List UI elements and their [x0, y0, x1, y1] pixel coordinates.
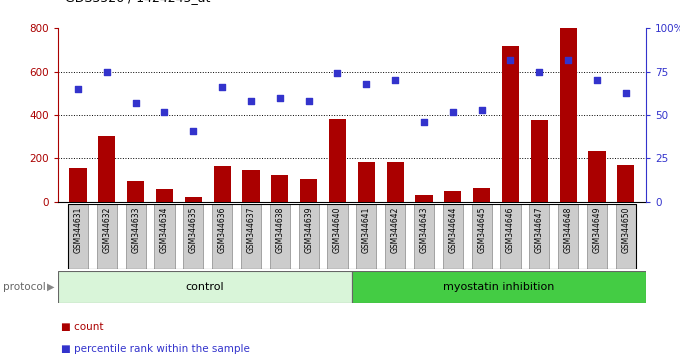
Point	[303, 98, 314, 104]
Text: control: control	[186, 282, 224, 292]
Point	[620, 90, 631, 95]
Text: ▶: ▶	[47, 282, 54, 292]
Point	[563, 57, 574, 62]
Bar	[473, 188, 490, 202]
Bar	[300, 179, 318, 202]
Text: GSM344648: GSM344648	[564, 207, 573, 253]
Bar	[560, 28, 577, 202]
Bar	[156, 189, 173, 202]
Bar	[97, 204, 117, 269]
Bar	[443, 204, 463, 269]
Text: GSM344639: GSM344639	[304, 207, 313, 253]
Bar	[183, 204, 203, 269]
Text: GSM344638: GSM344638	[275, 207, 284, 253]
Bar	[329, 119, 346, 202]
Point	[130, 100, 141, 106]
Text: GSM344636: GSM344636	[218, 207, 226, 253]
Point	[476, 107, 487, 113]
Bar	[271, 175, 288, 202]
Bar	[270, 204, 290, 269]
Bar	[385, 204, 405, 269]
Text: GSM344650: GSM344650	[622, 207, 630, 253]
Bar	[588, 151, 606, 202]
Bar	[241, 204, 261, 269]
Point	[592, 78, 602, 83]
Point	[73, 86, 84, 92]
Bar	[352, 271, 646, 303]
Point	[390, 78, 401, 83]
Text: GSM344642: GSM344642	[390, 207, 400, 253]
Text: GSM344631: GSM344631	[73, 207, 82, 253]
Bar	[98, 136, 116, 202]
Bar	[214, 166, 231, 202]
Bar	[414, 204, 434, 269]
Bar	[471, 204, 492, 269]
Bar	[500, 204, 521, 269]
Text: GSM344634: GSM344634	[160, 207, 169, 253]
Bar	[242, 170, 260, 202]
Bar	[126, 204, 146, 269]
Text: GSM344635: GSM344635	[189, 207, 198, 253]
Point	[361, 81, 372, 87]
Bar	[58, 271, 352, 303]
Point	[217, 85, 228, 90]
Point	[274, 95, 285, 101]
Bar	[327, 204, 347, 269]
Text: GSM344640: GSM344640	[333, 207, 342, 253]
Point	[101, 69, 112, 75]
Text: myostatin inhibition: myostatin inhibition	[443, 282, 555, 292]
Text: GSM344645: GSM344645	[477, 207, 486, 253]
Point	[245, 98, 256, 104]
Point	[159, 109, 170, 114]
Bar	[530, 120, 548, 202]
Bar	[358, 162, 375, 202]
Bar	[69, 168, 86, 202]
Bar	[587, 204, 607, 269]
Point	[419, 119, 430, 125]
Bar	[356, 204, 377, 269]
Text: GSM344637: GSM344637	[246, 207, 256, 253]
Bar	[529, 204, 549, 269]
Text: GSM344649: GSM344649	[592, 207, 602, 253]
Text: ■ count: ■ count	[61, 322, 104, 332]
Text: protocol: protocol	[3, 282, 46, 292]
Text: GSM344646: GSM344646	[506, 207, 515, 253]
Bar	[444, 192, 462, 202]
Bar	[502, 46, 519, 202]
Text: GSM344632: GSM344632	[102, 207, 112, 253]
Point	[447, 109, 458, 114]
Bar	[615, 204, 636, 269]
Point	[505, 57, 516, 62]
Text: GSM344644: GSM344644	[448, 207, 458, 253]
Bar	[299, 204, 319, 269]
Bar	[185, 198, 202, 202]
Bar	[154, 204, 175, 269]
Bar	[212, 204, 233, 269]
Bar	[68, 204, 88, 269]
Text: GSM344633: GSM344633	[131, 207, 140, 253]
Point	[534, 69, 545, 75]
Text: GSM344647: GSM344647	[534, 207, 544, 253]
Text: ■ percentile rank within the sample: ■ percentile rank within the sample	[61, 344, 250, 354]
Text: GDS3526 / 1424245_at: GDS3526 / 1424245_at	[65, 0, 210, 4]
Text: GSM344643: GSM344643	[420, 207, 428, 253]
Bar	[386, 162, 404, 202]
Point	[332, 70, 343, 76]
Text: GSM344641: GSM344641	[362, 207, 371, 253]
Bar	[127, 181, 144, 202]
Point	[188, 128, 199, 133]
Bar	[617, 165, 634, 202]
Bar	[558, 204, 578, 269]
Bar	[415, 195, 432, 202]
